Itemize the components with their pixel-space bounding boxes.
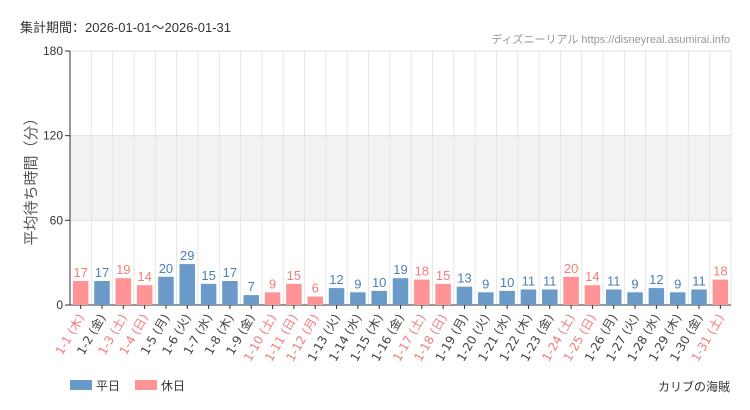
data-label: 11 xyxy=(543,273,557,288)
period-label: 集計期間：2026-01-01〜2026-01-31 xyxy=(20,20,231,35)
bar-1-5 (月) xyxy=(158,276,174,305)
data-label: 20 xyxy=(564,261,578,276)
bar-1-12 (月) xyxy=(307,296,323,305)
bar-1-7 (水) xyxy=(200,283,217,305)
data-label: 11 xyxy=(692,273,706,288)
bar-1-16 (金) xyxy=(392,278,409,305)
bar-1-6 (火) xyxy=(179,264,196,305)
bar-1-14 (水) xyxy=(350,292,366,305)
data-label: 12 xyxy=(649,272,663,287)
bar-1-25 (日) xyxy=(584,285,601,305)
data-label: 15 xyxy=(436,268,450,283)
data-label: 6 xyxy=(312,281,319,296)
data-label: 10 xyxy=(500,275,514,290)
bar-1-27 (火) xyxy=(627,292,643,305)
credit-label: ディズニーリアル https://disneyreal.asumirai.inf… xyxy=(491,34,730,46)
bar-1-2 (金) xyxy=(94,281,110,305)
bar-1-17 (土) xyxy=(414,279,430,305)
data-label: 7 xyxy=(248,279,255,294)
bar-1-22 (木) xyxy=(520,289,537,305)
y-tick-label: 120 xyxy=(43,129,63,143)
bar-1-10 (土) xyxy=(264,292,281,305)
bar-1-26 (月) xyxy=(605,289,622,305)
bar-1-3 (土) xyxy=(115,278,132,305)
bar-1-4 (日) xyxy=(136,285,153,305)
bar-1-13 (火) xyxy=(328,288,345,305)
y-tick-label: 0 xyxy=(56,298,63,312)
data-label: 18 xyxy=(713,264,727,279)
bar-1-21 (水) xyxy=(499,290,515,305)
bar-1-28 (水) xyxy=(648,288,665,305)
data-label: 29 xyxy=(180,248,194,263)
data-label: 10 xyxy=(372,275,386,290)
bar-1-23 (金) xyxy=(542,289,558,305)
data-label: 15 xyxy=(287,268,301,283)
bar-1-8 (木) xyxy=(222,281,238,305)
bar-1-24 (土) xyxy=(563,276,579,305)
data-label: 13 xyxy=(457,271,471,286)
data-label: 14 xyxy=(137,269,151,284)
data-label: 14 xyxy=(585,269,599,284)
legend-swatch-holiday xyxy=(135,380,157,390)
data-label: 9 xyxy=(354,276,361,291)
data-label: 19 xyxy=(393,262,407,277)
data-label: 9 xyxy=(482,276,489,291)
legend-swatch-weekday xyxy=(70,380,92,390)
bar-1-9 (金) xyxy=(243,295,259,305)
y-tick-label: 180 xyxy=(43,44,63,58)
y-tick-label: 60 xyxy=(50,213,64,227)
bar-1-1 (木) xyxy=(72,281,89,305)
legend-label-holiday: 休日 xyxy=(161,379,185,393)
data-label: 11 xyxy=(522,273,536,288)
data-label: 20 xyxy=(159,261,173,276)
data-label: 15 xyxy=(201,268,215,283)
legend-label-weekday: 平日 xyxy=(96,379,120,393)
data-label: 18 xyxy=(415,264,429,279)
shaded-band xyxy=(70,135,731,221)
data-label: 9 xyxy=(631,276,638,291)
data-label: 11 xyxy=(607,273,621,288)
bar-1-30 (金) xyxy=(691,289,707,305)
data-label: 19 xyxy=(116,262,130,277)
bar-1-19 (月) xyxy=(456,286,473,305)
bar-1-31 (土) xyxy=(712,279,729,305)
data-label: 17 xyxy=(223,265,237,280)
bar-1-11 (日) xyxy=(286,283,302,305)
data-label: 17 xyxy=(95,265,109,280)
attraction-name: カリブの海賊 xyxy=(657,380,730,394)
data-label: 9 xyxy=(674,276,681,291)
bar-1-20 (火) xyxy=(478,292,494,305)
bar-1-29 (木) xyxy=(669,292,686,305)
data-label: 17 xyxy=(73,265,87,280)
data-label: 12 xyxy=(329,272,343,287)
y-axis-label: 平均待ち時間（分） xyxy=(22,110,40,245)
bar-1-15 (木) xyxy=(371,290,387,305)
data-label: 9 xyxy=(269,276,276,291)
bar-1-18 (日) xyxy=(435,283,451,305)
